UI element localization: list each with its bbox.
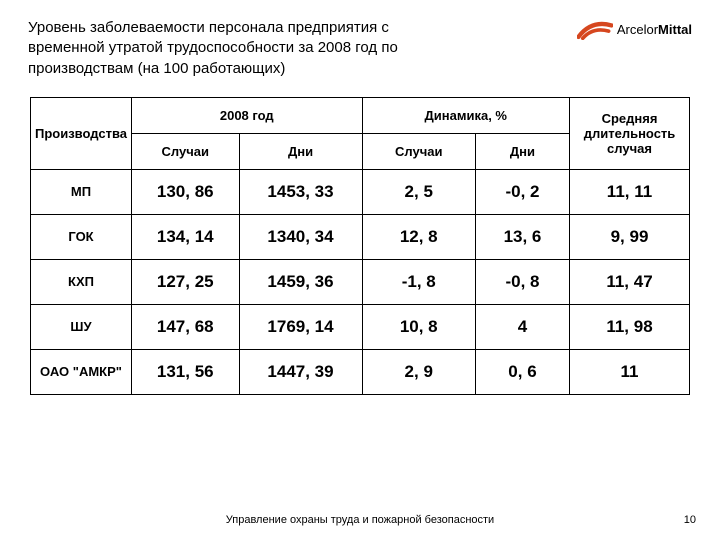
col-group-dyn: Динамика, % (362, 97, 569, 133)
cell-avg: 11 (570, 349, 690, 394)
col-days-1: Дни (239, 133, 362, 169)
slide-title: Уровень заболеваемости персонала предпри… (28, 18, 468, 79)
cell-avg: 11, 47 (570, 259, 690, 304)
row-label: ОАО "АМКР" (31, 349, 132, 394)
cell-dyn-cases: 2, 5 (362, 169, 475, 214)
cell-dyn-days: 13, 6 (475, 214, 569, 259)
row-label: ГОК (31, 214, 132, 259)
col-cases-2: Случаи (362, 133, 475, 169)
cell-cases: 134, 14 (132, 214, 240, 259)
brand-logo: ArcelorMittal (577, 18, 692, 40)
row-label: МП (31, 169, 132, 214)
table-row: КХП127, 251459, 36-1, 8-0, 811, 47 (31, 259, 690, 304)
col-days-2: Дни (475, 133, 569, 169)
cell-cases: 127, 25 (132, 259, 240, 304)
cell-dyn-cases: 10, 8 (362, 304, 475, 349)
cell-days: 1340, 34 (239, 214, 362, 259)
cell-dyn-days: 4 (475, 304, 569, 349)
page-number: 10 (684, 514, 696, 526)
cell-dyn-days: -0, 8 (475, 259, 569, 304)
table-row: ШУ147, 681769, 1410, 8411, 98 (31, 304, 690, 349)
arc-icon (577, 18, 613, 40)
row-label: КХП (31, 259, 132, 304)
col-avg: Средняя длительность случая (570, 97, 690, 169)
table-row: ГОК134, 141340, 3412, 813, 69, 99 (31, 214, 690, 259)
col-cases-1: Случаи (132, 133, 240, 169)
cell-avg: 11, 98 (570, 304, 690, 349)
cell-days: 1459, 36 (239, 259, 362, 304)
cell-days: 1769, 14 (239, 304, 362, 349)
table-row: ОАО "АМКР"131, 561447, 392, 90, 611 (31, 349, 690, 394)
cell-cases: 131, 56 (132, 349, 240, 394)
cell-cases: 147, 68 (132, 304, 240, 349)
cell-dyn-days: -0, 2 (475, 169, 569, 214)
cell-avg: 11, 11 (570, 169, 690, 214)
col-rowhdr: Производства (31, 97, 132, 169)
cell-days: 1453, 33 (239, 169, 362, 214)
cell-dyn-days: 0, 6 (475, 349, 569, 394)
cell-dyn-cases: 12, 8 (362, 214, 475, 259)
footer-text: Управление охраны труда и пожарной безоп… (0, 514, 720, 526)
cell-days: 1447, 39 (239, 349, 362, 394)
morbidity-table: Производства 2008 год Динамика, % Средня… (30, 97, 690, 395)
row-label: ШУ (31, 304, 132, 349)
cell-dyn-cases: 2, 9 (362, 349, 475, 394)
brand-text: ArcelorMittal (617, 22, 692, 37)
cell-cases: 130, 86 (132, 169, 240, 214)
col-group-year: 2008 год (132, 97, 363, 133)
cell-avg: 9, 99 (570, 214, 690, 259)
table-row: МП130, 861453, 332, 5-0, 211, 11 (31, 169, 690, 214)
cell-dyn-cases: -1, 8 (362, 259, 475, 304)
